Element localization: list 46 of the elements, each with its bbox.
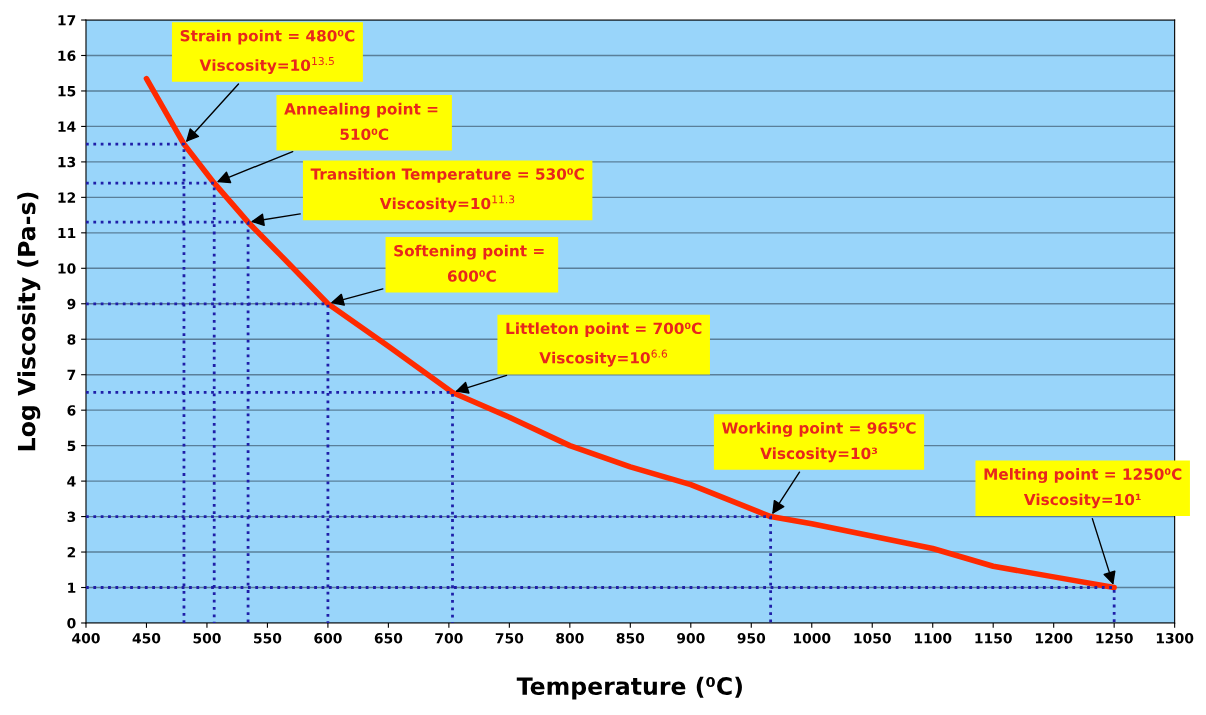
y-tick-label: 7 bbox=[67, 369, 76, 380]
x-tick-label: 900 bbox=[677, 632, 705, 644]
x-tick-label: 700 bbox=[435, 632, 463, 644]
annotation: Annealing point = 510⁰C bbox=[284, 102, 438, 140]
y-tick-label: 9 bbox=[67, 298, 76, 310]
x-tick-label: 500 bbox=[193, 632, 221, 644]
y-tick-label: 3 bbox=[67, 511, 76, 523]
y-tick-label: 0 bbox=[67, 617, 76, 629]
x-tick-label: 450 bbox=[132, 632, 161, 644]
x-tick-label: 1200 bbox=[1035, 632, 1073, 644]
x-axis-title: Temperature (⁰C) bbox=[516, 676, 742, 700]
y-tick-label: 11 bbox=[58, 227, 76, 239]
x-tick-label: 1250 bbox=[1096, 632, 1133, 644]
annotation: Melting point = 1250⁰C Viscosity=10¹ bbox=[984, 468, 1182, 509]
x-tick-label: 1000 bbox=[794, 632, 831, 644]
annotation: Transition Temperature = 530⁰C Viscosity=10$^{11.3}$ bbox=[310, 167, 584, 213]
annotation: Littleton point = 700⁰C Viscosity=10$^{6.6}$ bbox=[506, 322, 702, 367]
y-tick-label: 15 bbox=[58, 86, 76, 97]
y-tick-label: 14 bbox=[58, 121, 76, 132]
y-tick-label: 13 bbox=[58, 156, 76, 168]
x-tick-label: 400 bbox=[72, 632, 100, 644]
annotation: Strain point = 480⁰C Viscosity=10$^{13.5}$ bbox=[180, 29, 355, 75]
y-tick-label: 2 bbox=[67, 547, 76, 558]
x-tick-label: 950 bbox=[737, 632, 766, 644]
y-tick-label: 12 bbox=[58, 192, 76, 203]
x-tick-label: 1100 bbox=[914, 632, 952, 644]
annotation: Softening point = 600⁰C bbox=[394, 244, 544, 282]
x-tick-label: 1050 bbox=[854, 632, 891, 644]
y-tick-label: 16 bbox=[58, 50, 76, 61]
y-tick-label: 1 bbox=[68, 582, 76, 593]
y-tick-label: 17 bbox=[58, 15, 76, 26]
x-tick-label: 1150 bbox=[975, 632, 1012, 644]
x-tick-label: 550 bbox=[254, 632, 282, 644]
x-tick-label: 750 bbox=[495, 632, 524, 644]
x-tick-label: 650 bbox=[374, 632, 403, 644]
x-tick-label: 600 bbox=[314, 632, 342, 644]
y-tick-label: 5 bbox=[67, 440, 76, 452]
x-tick-label: 850 bbox=[616, 632, 645, 644]
y-tick-label: 8 bbox=[67, 334, 76, 345]
y-tick-label: 6 bbox=[67, 405, 76, 416]
y-tick-label: 10 bbox=[58, 263, 76, 274]
annotation: Working point = 965⁰C Viscosity=10³ bbox=[722, 421, 916, 463]
y-tick-label: 4 bbox=[67, 476, 76, 487]
x-tick-label: 1300 bbox=[1156, 632, 1194, 644]
x-tick-label: 800 bbox=[556, 632, 584, 644]
y-axis-title: Log Viscosity (Pa-s) bbox=[17, 192, 41, 451]
